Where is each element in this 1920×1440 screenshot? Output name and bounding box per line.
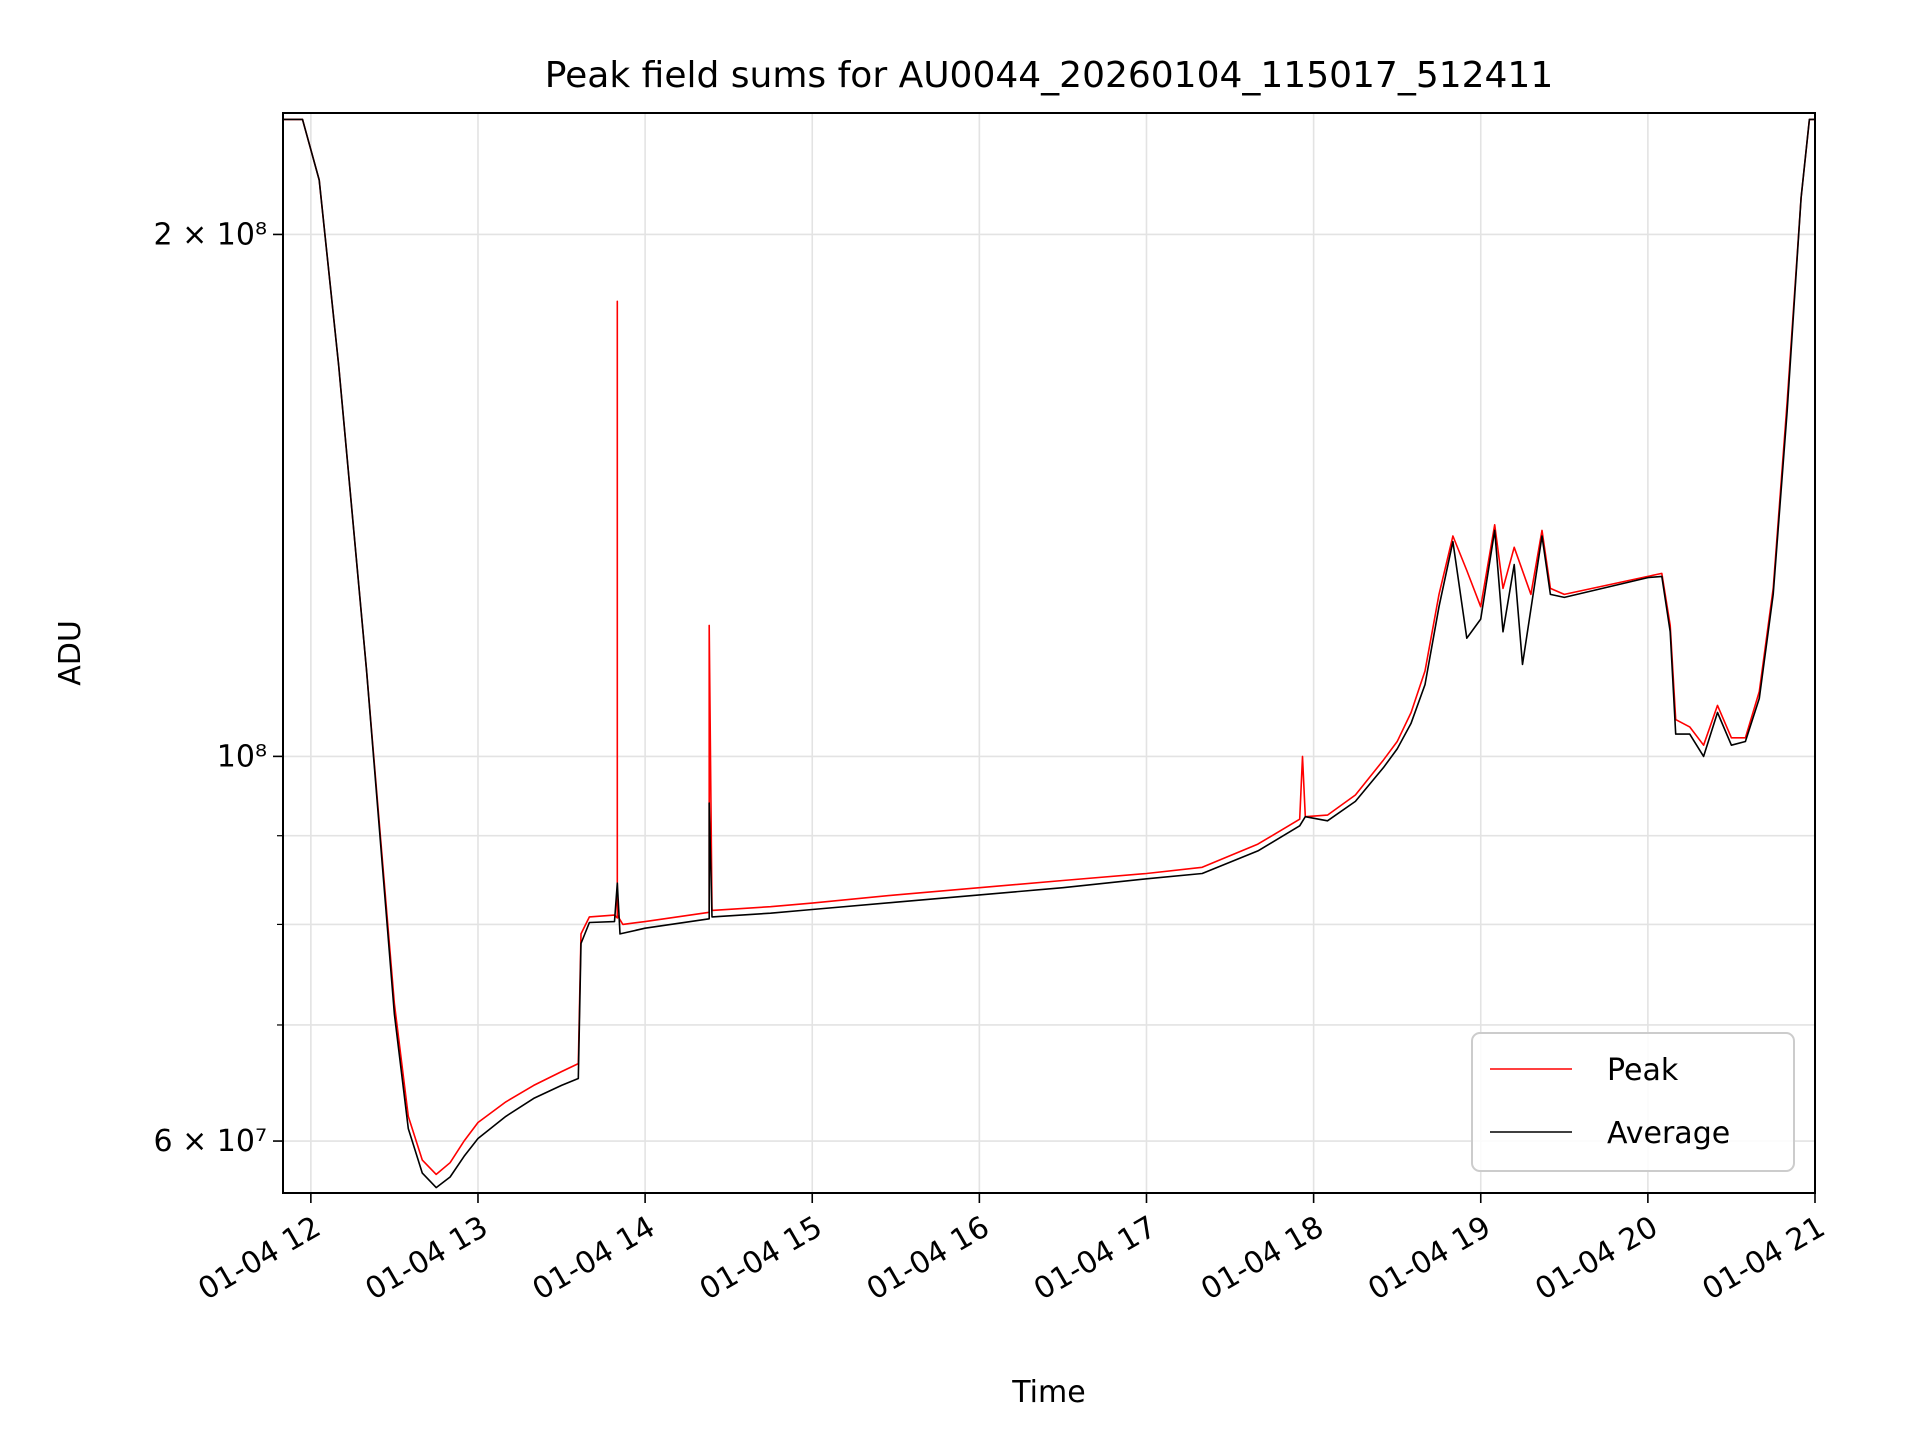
y-axis-label: ADU: [53, 620, 88, 686]
chart-title: Peak field sums for AU0044_20260104_1150…: [545, 55, 1554, 96]
legend-label-average: Average: [1607, 1116, 1730, 1151]
y-tick-label: 6 × 10⁷: [154, 1124, 268, 1159]
series-line-average: [283, 118, 1815, 1189]
plot-area: [283, 118, 1815, 1189]
plot-frame: [282, 112, 1816, 1194]
x-axis-label: Time: [1011, 1375, 1085, 1410]
legend: Peak Average: [1471, 1032, 1795, 1172]
legend-box: [1471, 1032, 1795, 1172]
legend-label-peak: Peak: [1607, 1053, 1679, 1088]
y-tick-label: 10⁸: [217, 739, 267, 774]
y-tick-label: 2 × 10⁸: [154, 217, 268, 252]
